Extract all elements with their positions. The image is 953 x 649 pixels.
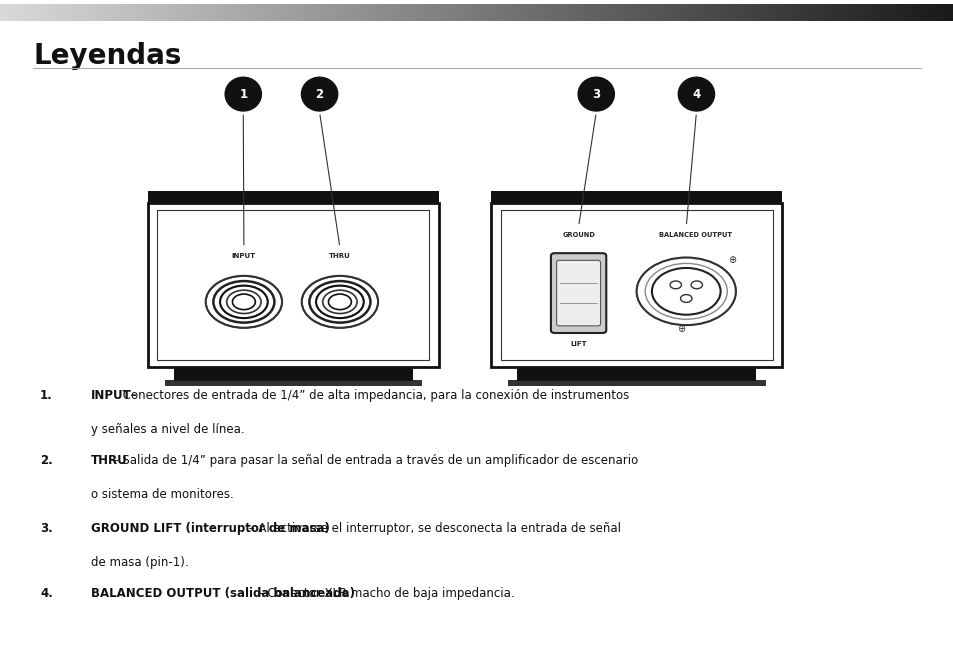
Text: BALANCED OUTPUT (salida balanceada): BALANCED OUTPUT (salida balanceada) bbox=[91, 587, 355, 600]
Text: INPUT–: INPUT– bbox=[91, 389, 137, 402]
FancyBboxPatch shape bbox=[157, 210, 429, 360]
FancyBboxPatch shape bbox=[148, 191, 438, 203]
Text: – Al activarse el interruptor, se desconecta la entrada de señal: – Al activarse el interruptor, se descon… bbox=[245, 522, 620, 535]
Text: BALANCED OUTPUT: BALANCED OUTPUT bbox=[659, 232, 732, 238]
Text: INPUT: INPUT bbox=[232, 253, 255, 260]
Text: LIFT: LIFT bbox=[570, 341, 586, 347]
FancyBboxPatch shape bbox=[551, 253, 606, 333]
FancyBboxPatch shape bbox=[507, 380, 765, 386]
Text: 3.: 3. bbox=[40, 522, 52, 535]
Circle shape bbox=[651, 268, 720, 315]
Text: Leyendas: Leyendas bbox=[33, 42, 182, 70]
Text: 2.: 2. bbox=[40, 454, 52, 467]
Text: – Salida de 1/4” para pasar la señal de entrada a través de un amplificador de e: – Salida de 1/4” para pasar la señal de … bbox=[110, 454, 638, 467]
Text: THRU: THRU bbox=[329, 253, 351, 260]
FancyBboxPatch shape bbox=[173, 367, 413, 381]
Circle shape bbox=[227, 290, 261, 313]
Text: y señales a nivel de línea.: y señales a nivel de línea. bbox=[91, 423, 244, 436]
Circle shape bbox=[690, 281, 701, 289]
Text: GROUND LIFT (interruptor de masa): GROUND LIFT (interruptor de masa) bbox=[91, 522, 329, 535]
FancyBboxPatch shape bbox=[500, 210, 772, 360]
Circle shape bbox=[679, 295, 691, 302]
Text: 4.: 4. bbox=[40, 587, 52, 600]
Ellipse shape bbox=[578, 77, 614, 111]
Circle shape bbox=[328, 294, 351, 310]
Text: de masa (pin-1).: de masa (pin-1). bbox=[91, 556, 188, 569]
FancyBboxPatch shape bbox=[517, 367, 756, 381]
Circle shape bbox=[636, 258, 735, 325]
Text: 3: 3 bbox=[592, 88, 599, 101]
Ellipse shape bbox=[678, 77, 714, 111]
Text: Conectores de entrada de 1/4” de alta impedancia, para la conexión de instrument: Conectores de entrada de 1/4” de alta im… bbox=[118, 389, 628, 402]
Text: – Conector XLR macho de baja impedancia.: – Conector XLR macho de baja impedancia. bbox=[254, 587, 515, 600]
Circle shape bbox=[322, 290, 356, 313]
Ellipse shape bbox=[225, 77, 261, 111]
Text: ⊕: ⊕ bbox=[727, 255, 736, 265]
FancyBboxPatch shape bbox=[491, 191, 781, 203]
Text: o sistema de monitores.: o sistema de monitores. bbox=[91, 488, 233, 501]
Text: 4: 4 bbox=[692, 88, 700, 101]
FancyBboxPatch shape bbox=[164, 380, 422, 386]
Text: GROUND: GROUND bbox=[561, 232, 595, 238]
Text: 2: 2 bbox=[315, 88, 323, 101]
Text: 1: 1 bbox=[239, 88, 247, 101]
Text: ⊕: ⊕ bbox=[677, 324, 685, 334]
FancyBboxPatch shape bbox=[491, 203, 781, 367]
FancyBboxPatch shape bbox=[557, 260, 600, 326]
FancyBboxPatch shape bbox=[148, 203, 438, 367]
Ellipse shape bbox=[301, 77, 337, 111]
Circle shape bbox=[669, 281, 680, 289]
Circle shape bbox=[233, 294, 255, 310]
Text: 1.: 1. bbox=[40, 389, 52, 402]
Text: THRU: THRU bbox=[91, 454, 128, 467]
